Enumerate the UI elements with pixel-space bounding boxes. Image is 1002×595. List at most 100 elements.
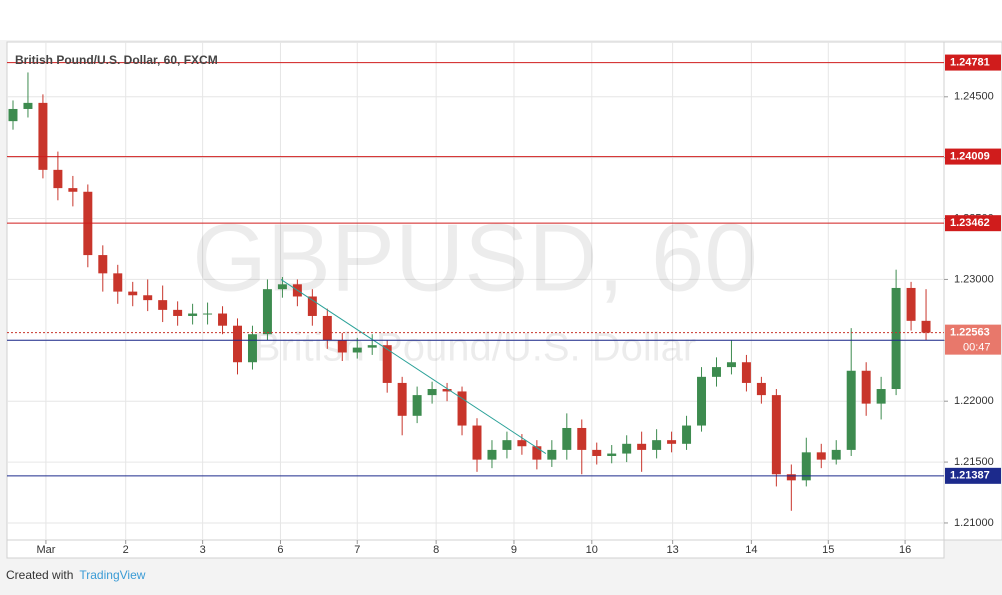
trend-line [280, 279, 547, 454]
candle-body [816, 452, 826, 460]
candle-body [173, 309, 183, 316]
candle-body [577, 427, 587, 450]
candle-body [412, 395, 422, 416]
candle-body [562, 427, 572, 450]
candle-body [277, 284, 287, 290]
candle-body [682, 425, 692, 444]
candle-body [891, 287, 901, 390]
x-tick-label: 13 [667, 544, 679, 556]
candle-body [143, 295, 153, 301]
candle-body [921, 320, 931, 333]
candle-body [158, 300, 168, 310]
candle-body [667, 440, 677, 444]
x-tick-label: 7 [354, 544, 360, 556]
candle-body [756, 382, 766, 396]
footer-text: Created with [6, 568, 74, 582]
marks [7, 62, 944, 511]
x-tick-label: 3 [200, 544, 206, 556]
candle-body [113, 273, 123, 292]
level-label: 1.21387 [950, 470, 990, 482]
x-tick-label: 16 [899, 544, 911, 556]
y-tick-label: 1.23000 [954, 273, 994, 285]
top-bar [0, 0, 1002, 40]
candle-body [352, 347, 362, 353]
chart: GBPUSD, 60 British Pound/U.S. Dollar Bri… [0, 0, 1002, 559]
candle-body [53, 169, 63, 189]
candle-body [307, 296, 317, 316]
candle-body [367, 345, 377, 348]
candle-body [502, 440, 512, 450]
candle-body [637, 443, 647, 450]
candle-body [801, 452, 811, 481]
countdown-label: 00:47 [963, 342, 991, 354]
candle-body [726, 362, 736, 368]
candle-body [906, 287, 916, 321]
candle-body [397, 382, 407, 416]
candle-body [771, 395, 781, 475]
candle-body [427, 389, 437, 396]
candle-body [23, 102, 33, 109]
candle-body [218, 313, 228, 326]
last-price-label: 1.22563 [950, 327, 990, 339]
candle-body [472, 425, 482, 460]
x-tick-label: Mar [36, 544, 55, 556]
x-tick-label: 15 [822, 544, 834, 556]
level-label-box [945, 215, 1001, 232]
watermark-symbol: GBPUSD, 60 [192, 204, 758, 311]
candle-body [786, 474, 796, 481]
level-label: 1.23462 [950, 217, 990, 229]
candle-body [188, 313, 198, 316]
candle-body [337, 340, 347, 353]
candle-body [247, 334, 257, 363]
grid [7, 42, 944, 540]
x-tick-label: 14 [745, 544, 757, 556]
candle-body [128, 291, 138, 296]
candle-body [622, 443, 632, 454]
candle-body [711, 367, 721, 377]
candle-body [547, 449, 557, 460]
candle-body [846, 370, 856, 450]
chart-title: British Pound/U.S. Dollar, 60, FXCM [15, 53, 218, 67]
level-label-box [945, 467, 1001, 484]
candle-body [697, 376, 707, 426]
candle-body [652, 440, 662, 450]
candle-body [98, 255, 108, 274]
candle-body [861, 370, 871, 404]
y-tick-label: 1.22000 [954, 395, 994, 407]
level-label: 1.24781 [950, 56, 990, 68]
candle-body [532, 446, 542, 460]
y-tick-label: 1.21000 [954, 517, 994, 529]
candle-body [233, 325, 242, 363]
candle-body [203, 313, 213, 315]
x-tick-label: 9 [511, 544, 517, 556]
candle-body [592, 449, 602, 456]
time-axis [6, 539, 945, 559]
footer: Created with TradingView [6, 568, 145, 582]
candle-body [262, 289, 272, 335]
candle-body [382, 345, 392, 383]
candle-body [831, 449, 841, 460]
x-tick-label: 6 [277, 544, 283, 556]
x-tick-label: 8 [433, 544, 439, 556]
candle-body [517, 440, 527, 447]
candle-body [442, 389, 452, 392]
y-tick-label: 1.21500 [954, 456, 994, 468]
candle-body [876, 389, 886, 404]
level-label-box [945, 148, 1001, 165]
level-label: 1.24009 [950, 150, 990, 162]
price-axis [943, 41, 1002, 541]
candle-body [741, 362, 751, 383]
candle-body [607, 453, 617, 456]
footer-brand[interactable]: TradingView [79, 568, 146, 582]
x-tick-label: 10 [586, 544, 598, 556]
candle-body [38, 102, 48, 170]
candle-body [457, 391, 467, 426]
level-label-box [945, 54, 1001, 71]
x-tick-label: 2 [123, 544, 129, 556]
candle-body [8, 108, 18, 122]
y-tick-label: 1.24500 [954, 91, 994, 103]
candle-body [68, 188, 78, 192]
last-price-box [945, 324, 1001, 355]
candle-body [487, 449, 497, 460]
